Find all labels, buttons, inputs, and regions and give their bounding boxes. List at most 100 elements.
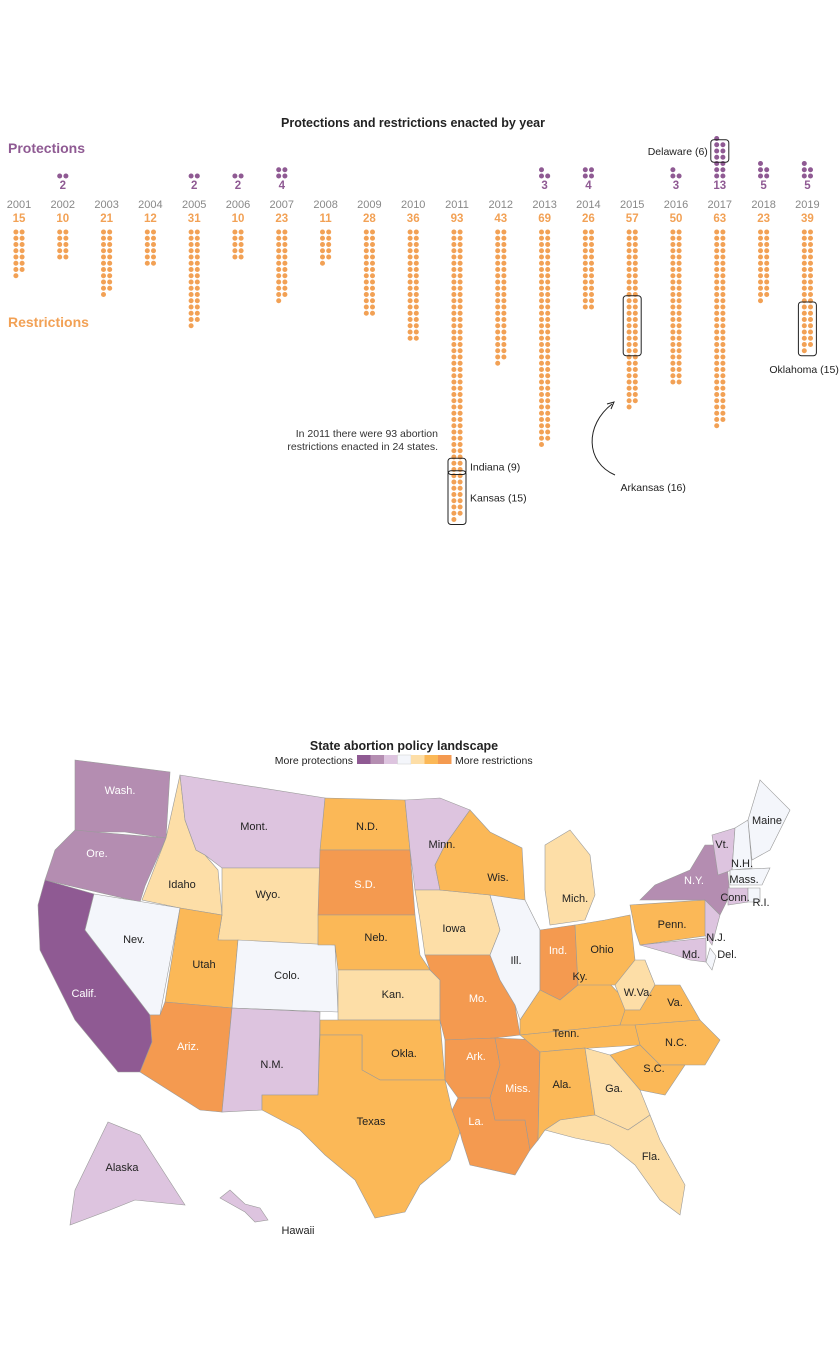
restriction-dot: [276, 298, 282, 304]
restriction-dot: [720, 235, 726, 241]
restriction-dot: [758, 260, 763, 266]
restriction-dot: [539, 335, 544, 341]
state-label: Utah: [192, 959, 215, 971]
restriction-dot: [626, 298, 632, 304]
restriction-dot: [808, 242, 813, 247]
restriction-dot: [151, 229, 156, 235]
restriction-dot: [714, 285, 720, 291]
restriction-dot: [188, 298, 194, 304]
restriction-dot: [808, 310, 813, 316]
restriction-dot: [632, 323, 638, 329]
restriction-dot: [63, 235, 69, 241]
protection-dot: [758, 167, 763, 173]
restriction-dot: [501, 329, 507, 335]
restriction-dot: [714, 304, 720, 310]
restriction-dot: [188, 285, 194, 291]
year-label: 2017: [708, 199, 732, 211]
restriction-dot: [238, 229, 244, 235]
state-label: Ariz.: [177, 1041, 199, 1053]
restriction-dot: [764, 248, 770, 254]
state-label: Wash.: [105, 785, 136, 797]
restriction-dot: [144, 229, 150, 235]
protection-dot: [720, 167, 726, 173]
restriction-dot: [363, 310, 369, 316]
restriction-dot: [501, 292, 507, 297]
restriction-dot: [582, 292, 588, 297]
restriction-dot: [457, 510, 463, 516]
restriction-dot: [144, 242, 150, 247]
restriction-dot: [194, 229, 200, 235]
restriction-dot: [626, 360, 632, 366]
restriction-dot: [720, 273, 726, 279]
restriction-dot: [101, 279, 106, 285]
restriction-dot: [720, 373, 726, 379]
restriction-dot: [151, 248, 156, 254]
restriction-dot: [545, 273, 551, 279]
restriction-dot: [188, 235, 194, 241]
restriction-dot: [539, 342, 544, 347]
restriction-dot: [188, 248, 194, 254]
restriction-dot: [545, 398, 551, 404]
restriction-dot: [194, 292, 200, 297]
state-label: Minn.: [429, 839, 456, 851]
restriction-dot: [495, 323, 501, 329]
restriction-dot: [670, 229, 676, 235]
restriction-dot: [539, 323, 544, 329]
restriction-dot: [808, 267, 813, 272]
restriction-dot: [632, 229, 638, 235]
protection-dot: [720, 154, 726, 160]
state-label: Mich.: [562, 893, 588, 905]
state-label: Fla.: [642, 1151, 660, 1163]
state-label: Ky.: [572, 971, 587, 983]
state-shape: [539, 924, 579, 1001]
restriction-dot: [676, 348, 682, 354]
restriction-dot: [457, 335, 463, 341]
protection-count-label: 2: [191, 180, 197, 192]
arkansas-arrow: [591, 403, 616, 476]
state-label: Texas: [357, 1116, 386, 1128]
restriction-dot: [720, 279, 726, 285]
state-shape: [731, 819, 753, 871]
state-label: Neb.: [364, 932, 387, 944]
restriction-count-label: 21: [100, 213, 113, 225]
year-label: 2007: [270, 199, 294, 211]
restriction-dot: [407, 292, 413, 297]
restriction-dot: [407, 260, 413, 266]
restriction-dot: [282, 229, 288, 235]
restriction-dot: [582, 279, 588, 285]
restriction-dot: [714, 410, 720, 416]
legend-left-label: More protections: [275, 755, 353, 767]
restriction-dot: [808, 273, 813, 279]
restriction-dot: [188, 267, 194, 272]
restriction-dot: [407, 317, 413, 322]
restriction-dot: [19, 229, 25, 235]
restriction-dot: [451, 310, 457, 316]
restriction-dot: [451, 248, 457, 254]
restriction-dot: [501, 323, 507, 329]
restriction-dot: [57, 235, 63, 241]
restriction-dot: [582, 260, 588, 266]
restriction-dot: [589, 292, 594, 297]
restriction-dot: [413, 304, 419, 310]
protection-dot: [714, 173, 720, 179]
restriction-dot: [626, 323, 632, 329]
restriction-dot: [539, 442, 544, 447]
restriction-dot: [582, 235, 588, 241]
restriction-dot: [501, 310, 507, 316]
restriction-dot: [495, 292, 501, 297]
restriction-dot: [451, 354, 457, 360]
restriction-dot: [632, 348, 638, 354]
restriction-dot: [632, 304, 638, 310]
restriction-dot: [589, 254, 594, 260]
state-label: Ohio: [590, 944, 613, 956]
restriction-dot: [413, 254, 419, 260]
restriction-dot: [764, 285, 770, 291]
restriction-dot: [626, 304, 632, 310]
restriction-dot: [276, 260, 282, 266]
restriction-dot: [808, 254, 813, 260]
state-shape: [69, 1121, 186, 1226]
restriction-dot: [370, 235, 375, 241]
state-shape: [544, 1114, 686, 1216]
restriction-dot: [758, 235, 763, 241]
restriction-dot: [363, 242, 369, 247]
